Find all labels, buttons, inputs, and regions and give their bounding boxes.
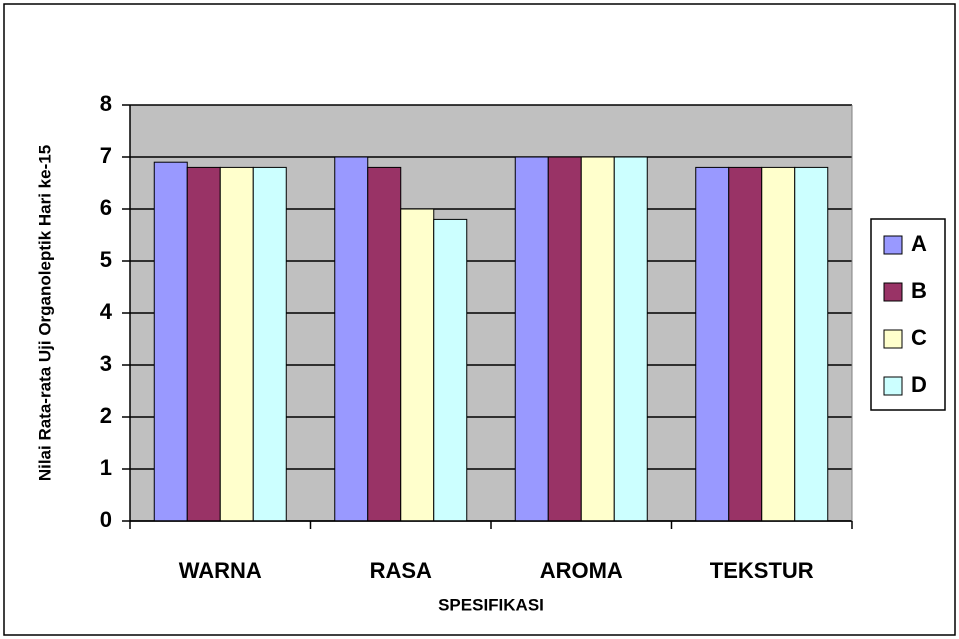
legend-swatch <box>883 376 903 396</box>
bar <box>728 166 763 522</box>
bar <box>153 161 188 522</box>
legend-swatch <box>883 235 903 255</box>
x-axis-title: SPESIFIKASI <box>438 595 544 614</box>
x-tick-label: RASA <box>370 558 432 583</box>
x-tick-label: TEKSTUR <box>710 558 814 583</box>
bar <box>186 166 221 522</box>
x-tick-label: WARNA <box>179 558 262 583</box>
legend-swatch <box>883 282 903 302</box>
bar <box>794 166 829 522</box>
legend-label: A <box>911 231 927 256</box>
bar <box>613 156 648 522</box>
y-tick-label: 1 <box>100 455 112 480</box>
legend-label: B <box>911 278 927 303</box>
bar <box>252 166 287 522</box>
bar <box>580 156 615 522</box>
y-tick-label: 0 <box>100 507 112 532</box>
y-tick-label: 5 <box>100 247 112 272</box>
bar <box>761 166 796 522</box>
y-axis-title: Nilai Rata-rata Uji Organoleptik Hari ke… <box>35 145 54 481</box>
y-tick-label: 6 <box>100 195 112 220</box>
bar <box>334 156 369 522</box>
legend <box>870 218 946 411</box>
bar <box>367 166 402 522</box>
legend-swatch <box>883 329 903 349</box>
bar <box>400 208 435 522</box>
y-tick-label: 2 <box>100 403 112 428</box>
legend-label: C <box>911 325 927 350</box>
x-tick-label: AROMA <box>540 558 623 583</box>
bar <box>219 166 254 522</box>
y-tick-label: 3 <box>100 351 112 376</box>
y-tick-label: 7 <box>100 143 112 168</box>
bar <box>695 166 730 522</box>
legend-label: D <box>911 372 927 397</box>
bar <box>547 156 582 522</box>
bar <box>433 218 468 522</box>
y-tick-label: 8 <box>100 91 112 116</box>
y-tick-label: 4 <box>100 299 113 324</box>
bar <box>514 156 549 522</box>
